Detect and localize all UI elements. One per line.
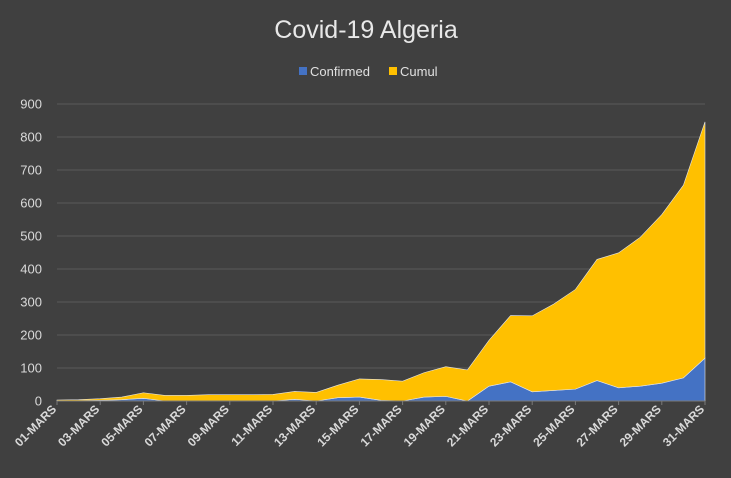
x-tick-label: 23-MARS: [487, 402, 534, 449]
x-tick-label: 17-MARS: [358, 402, 405, 449]
y-tick-label: 0: [35, 394, 42, 409]
x-tick-label: 21-MARS: [444, 402, 491, 449]
y-axis-tick-labels: 0 100 200 300 400 500 600 700 800 900: [20, 97, 42, 409]
x-tick-label: 09-MARS: [185, 402, 232, 449]
x-tick-label: 05-MARS: [98, 402, 145, 449]
x-tick-label: 03-MARS: [55, 402, 102, 449]
data-areas: [56, 121, 706, 402]
axes: [56, 400, 706, 405]
x-tick-label: 11-MARS: [228, 402, 275, 449]
y-tick-label: 400: [20, 262, 42, 277]
y-tick-label: 900: [20, 97, 42, 112]
x-tick-label: 27-MARS: [574, 402, 621, 449]
x-tick-label: 15-MARS: [314, 402, 361, 449]
x-tick-label: 29-MARS: [617, 402, 664, 449]
x-tick-label: 07-MARS: [142, 402, 189, 449]
y-tick-label: 100: [20, 361, 42, 376]
x-tick-label: 19-MARS: [401, 402, 448, 449]
area-series-cumul: [56, 121, 706, 402]
legend-swatch-confirmed: [299, 67, 307, 75]
y-tick-label: 500: [20, 229, 42, 244]
gridlines: [57, 103, 705, 369]
y-tick-label: 700: [20, 163, 42, 178]
legend-label-confirmed: Confirmed: [310, 64, 370, 79]
x-axis-tick-labels: 01-MARS03-MARS05-MARS07-MARS09-MARS11-MA…: [12, 402, 707, 449]
y-tick-label: 200: [20, 328, 42, 343]
legend: Confirmed Cumul: [299, 64, 438, 79]
y-tick-label: 800: [20, 130, 42, 145]
y-tick-label: 600: [20, 196, 42, 211]
x-tick-label: 31-MARS: [660, 402, 707, 449]
x-tick-label: 13-MARS: [271, 402, 318, 449]
x-tick-label: 01-MARS: [12, 402, 59, 449]
legend-label-cumul: Cumul: [400, 64, 438, 79]
legend-swatch-cumul: [389, 67, 397, 75]
x-tick-label: 25-MARS: [530, 402, 577, 449]
y-tick-label: 300: [20, 295, 42, 310]
chart-title: Covid-19 Algeria: [274, 16, 458, 44]
